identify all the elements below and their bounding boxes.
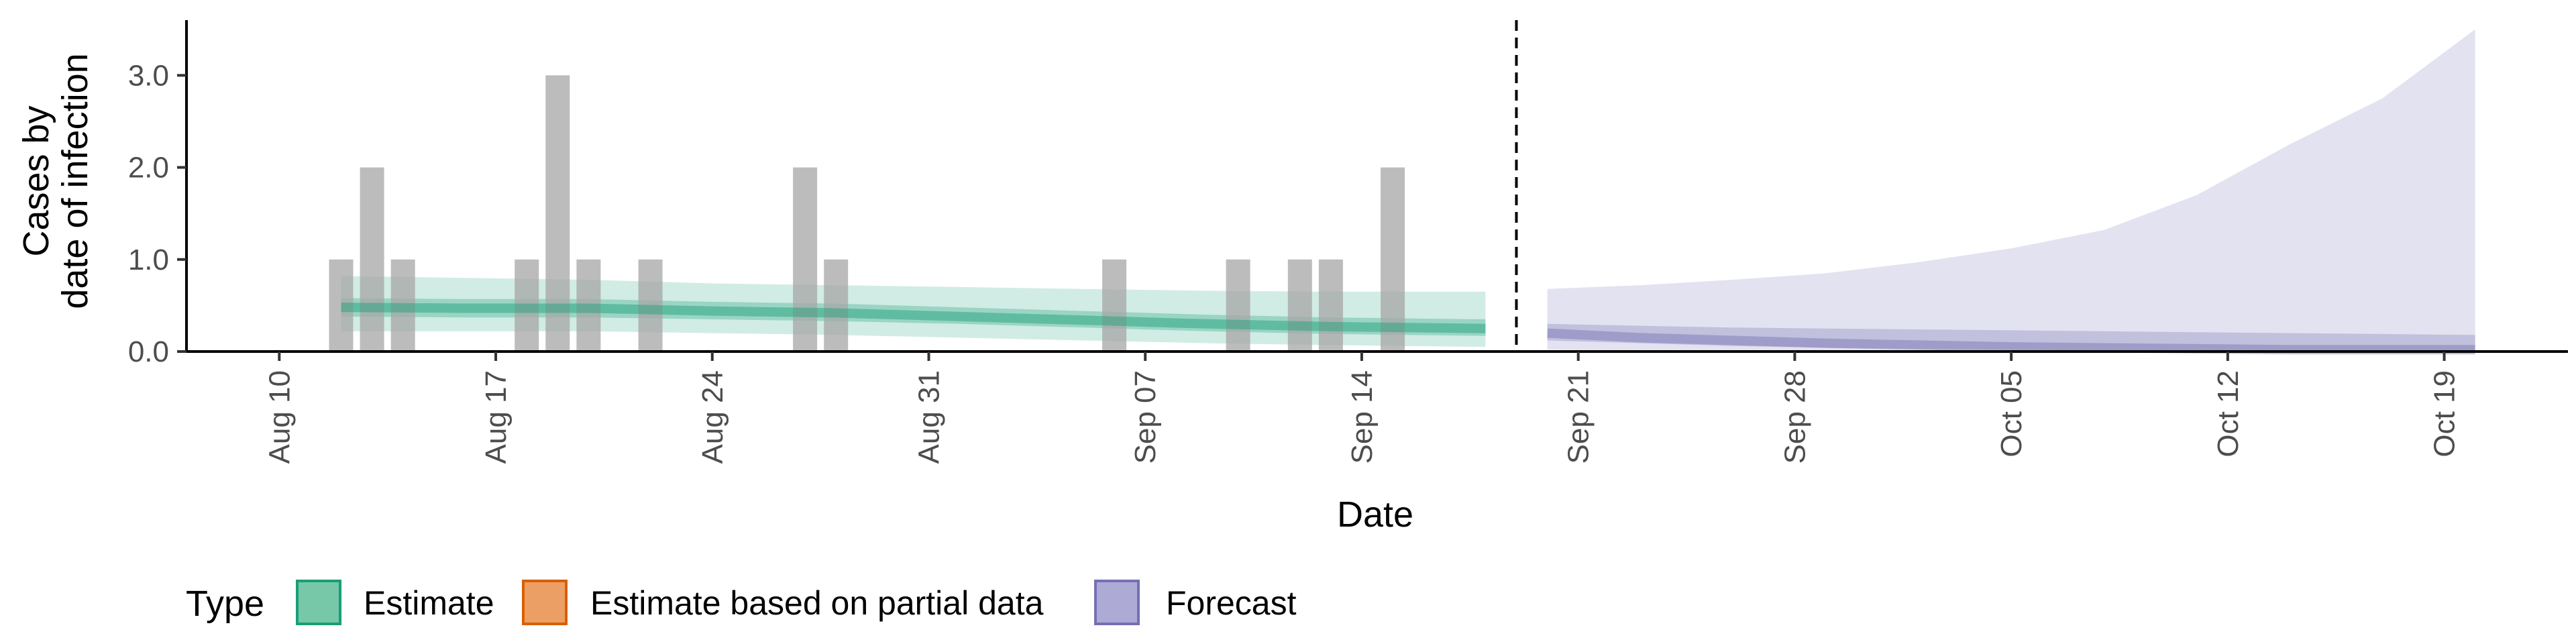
- y-tick-label: 2.0: [128, 152, 169, 184]
- x-tick-label: Oct 19: [2428, 370, 2461, 458]
- legend: Type Estimate Estimate based on partial …: [186, 580, 1297, 625]
- legend-key-estimate: [296, 580, 341, 625]
- legend-label-forecast: Forecast: [1166, 584, 1297, 622]
- estimate-median-line: [341, 303, 1486, 333]
- y-tick-label: 1.0: [128, 244, 169, 276]
- observed-cases-bars: [329, 75, 1405, 352]
- legend-key-forecast: [1094, 580, 1140, 625]
- forecast-band-50: [1547, 323, 2475, 351]
- x-axis-title: Date: [1337, 494, 1413, 535]
- estimate-band-90: [341, 276, 1486, 347]
- observed-case-bar: [824, 259, 849, 352]
- y-axis-title-line-2: date of infection: [55, 53, 95, 309]
- observed-case-bar: [1287, 259, 1312, 352]
- observed-case-bar: [515, 259, 539, 352]
- estimate-band-50: [341, 298, 1486, 336]
- y-tick-label: 3.0: [128, 59, 169, 92]
- observed-case-bar: [1102, 259, 1127, 352]
- legend-item-forecast: Forecast: [1094, 580, 1297, 625]
- observed-case-bar: [545, 75, 570, 352]
- forecast-median-line: [1547, 328, 2475, 355]
- legend-label-estimate: Estimate: [364, 584, 494, 622]
- observed-case-bar: [390, 259, 415, 352]
- x-tick-label: Sep 14: [1346, 370, 1379, 464]
- observed-case-bar: [638, 259, 663, 352]
- observed-case-bar: [1318, 259, 1343, 352]
- legend-title: Type: [186, 584, 264, 624]
- legend-key-partial-estimate: [522, 580, 568, 625]
- y-tick-label: 0.0: [128, 335, 169, 368]
- x-tick-label: Oct 05: [1995, 370, 2028, 458]
- observed-case-bar: [576, 259, 601, 352]
- x-tick-label: Aug 10: [263, 370, 296, 464]
- x-tick-label: Sep 07: [1129, 370, 1162, 464]
- x-tick-label: Aug 17: [480, 370, 513, 464]
- x-tick-label: Aug 31: [913, 370, 946, 464]
- observed-case-bar: [793, 167, 818, 352]
- median-lines: [341, 303, 2475, 355]
- observed-case-bar: [1226, 259, 1250, 352]
- observed-case-bar: [329, 259, 354, 352]
- legend-item-estimate: Estimate: [296, 580, 494, 625]
- x-tick-label: Aug 24: [696, 370, 729, 464]
- uncertainty-bands: [341, 29, 2475, 352]
- x-axis-ticks: Aug 10 Aug 17 Aug 24 Aug 31 Sep 07 Sep 14 Sep …: [263, 352, 2461, 464]
- x-tick-label: Sep 21: [1562, 370, 1595, 464]
- legend-label-partial-estimate: Estimate based on partial data: [590, 584, 1044, 622]
- observed-case-bar: [360, 167, 384, 352]
- forecast-band-90: [1547, 29, 2475, 352]
- x-tick-label: Sep 28: [1778, 370, 1811, 464]
- x-tick-label: Oct 12: [2212, 370, 2245, 458]
- observed-case-bar: [1381, 167, 1405, 352]
- y-axis-title-line-1: Cases by: [16, 105, 56, 256]
- y-axis-ticks: 0.0 1.0 2.0 3.0: [128, 59, 186, 368]
- legend-item-partial-estimate: Estimate based on partial data: [522, 580, 1044, 625]
